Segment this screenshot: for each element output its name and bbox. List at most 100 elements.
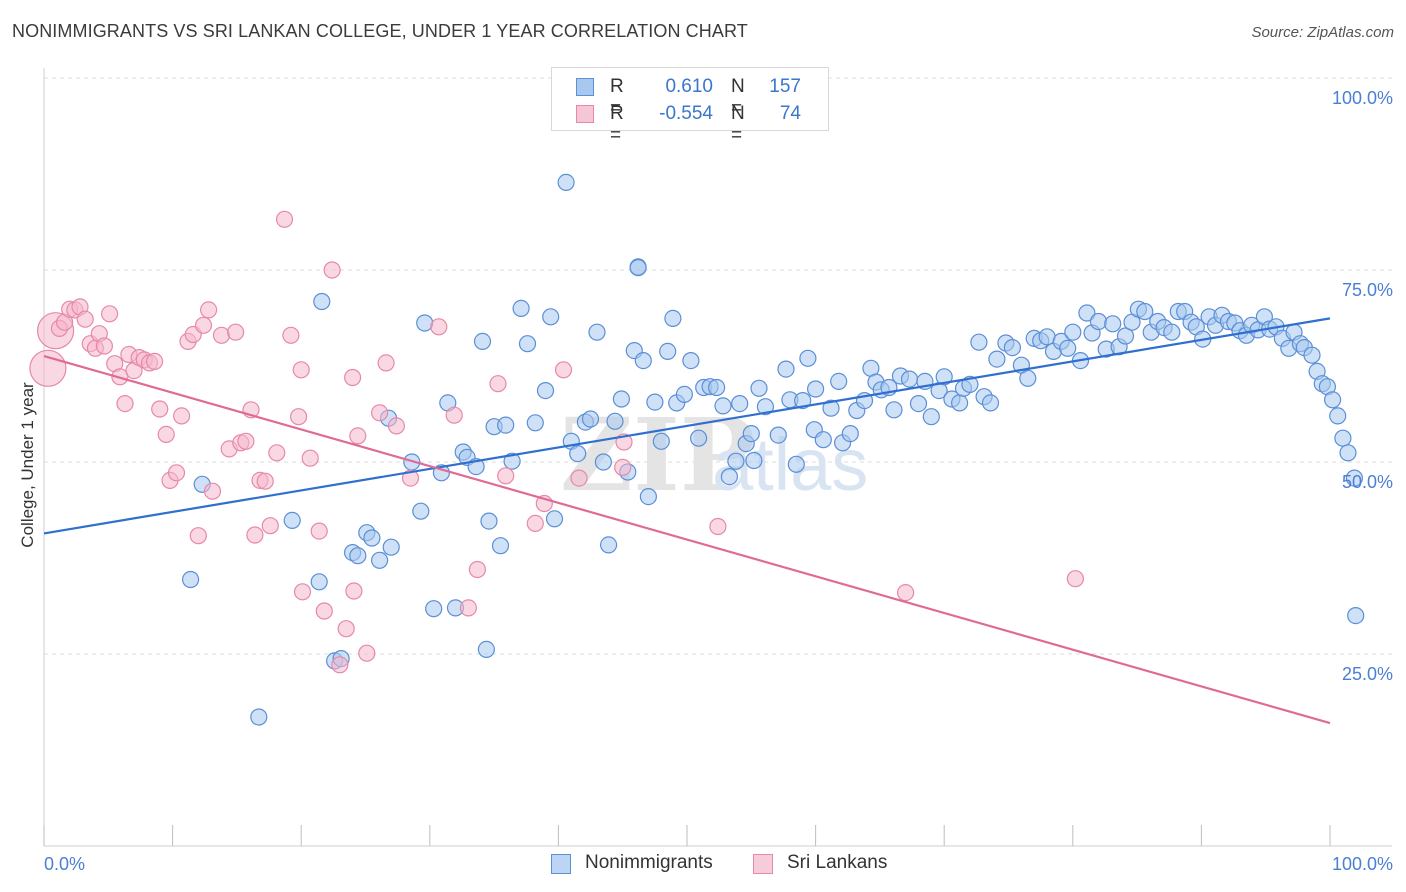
nonimmigrants-point <box>512 299 530 317</box>
sri-lankans-point <box>570 469 588 487</box>
sri-lankans-point <box>709 517 727 536</box>
sri-lankans-point <box>116 395 134 413</box>
nonimmigrants-point <box>480 512 498 530</box>
sri-lankans-point <box>614 458 632 476</box>
legend-r-value: -0.554 <box>659 103 713 124</box>
legend-r-label: R = <box>610 76 624 119</box>
y-tick-label: 25.0% <box>1342 664 1393 684</box>
sri-lankans-point <box>896 583 915 602</box>
nonimmigrants-point <box>742 425 760 443</box>
nonimmigrants-point <box>283 511 301 530</box>
nonimmigrants-point <box>599 536 618 554</box>
sri-lankans-point <box>489 375 507 393</box>
nonimmigrants-point <box>900 370 919 388</box>
nonimmigrants-point <box>497 416 515 434</box>
nonimmigrants-point <box>1089 312 1108 331</box>
axis-layer <box>43 68 1392 847</box>
nonimmigrants-point <box>720 468 739 486</box>
grid-layer <box>44 77 1392 655</box>
x-tick-label: 0.0% <box>44 854 85 874</box>
sri-lankans-point <box>1066 570 1085 588</box>
sri-lankans-point <box>358 644 376 662</box>
legend-label: Nonimmigrants <box>585 852 713 873</box>
sri-lankans-point <box>151 400 169 418</box>
nonimmigrants-point <box>1303 346 1321 364</box>
sri-lankans-trendline <box>43 354 1331 725</box>
sri-lankans-point <box>290 408 308 426</box>
sri-lankans-point <box>337 620 355 638</box>
legend-swatch-blue <box>551 854 571 874</box>
nonimmigrants-point <box>569 445 587 463</box>
sri-lankans-point <box>344 368 362 387</box>
nonimmigrants-point <box>518 335 537 353</box>
legend-swatch-pink <box>753 854 773 874</box>
nonimmigrants-point <box>714 397 732 415</box>
nonimmigrants-point <box>1347 606 1365 625</box>
nonimmigrants-point <box>491 537 510 555</box>
nonimmigrants-point <box>707 378 726 397</box>
nonimmigrants-point <box>477 640 495 659</box>
nonimmigrants-point <box>382 538 400 556</box>
nonimmigrants-point <box>799 349 817 367</box>
nonimmigrants-point <box>1136 302 1154 321</box>
y-tick-label: 50.0% <box>1342 472 1393 492</box>
nonimmigrants-point <box>594 453 613 471</box>
nonimmigrants-point <box>349 547 367 565</box>
sri-lankans-point <box>200 301 218 319</box>
nonimmigrants-point <box>659 342 677 360</box>
nonimmigrants-point <box>988 350 1006 368</box>
nonimmigrants-point <box>822 399 840 417</box>
nonimmigrants-point <box>182 570 200 589</box>
nonimmigrants-point <box>646 393 664 411</box>
nonimmigrants-point <box>675 385 694 403</box>
nonimmigrants-point <box>664 309 682 327</box>
sri-lankans-point <box>293 583 312 601</box>
sri-lankans-point <box>29 349 67 387</box>
x-tick-label: 100.0% <box>1332 854 1393 874</box>
nonimmigrants-point <box>1323 391 1342 409</box>
nonimmigrants-point <box>756 398 775 416</box>
nonimmigrants-point <box>727 452 745 470</box>
nonimmigrants-point <box>750 379 768 397</box>
nonimmigrants-point <box>652 432 670 450</box>
nonimmigrants-point <box>830 372 848 390</box>
nonimmigrants-point <box>416 314 434 332</box>
nonimmigrants-point <box>310 573 328 591</box>
y-axis-label: College, Under 1 year <box>18 382 37 548</box>
nonimmigrants-point <box>526 414 544 432</box>
nonimmigrants-point <box>935 368 953 386</box>
nonimmigrants-point <box>1019 369 1037 387</box>
nonimmigrants-point <box>363 529 381 547</box>
sri-lankans-point <box>212 326 231 344</box>
sri-lankans-point <box>377 354 395 372</box>
nonimmigrants-point <box>731 395 749 413</box>
sri-lankans-point <box>237 432 255 450</box>
sri-lankans-point <box>203 482 222 500</box>
nonimmigrants-point <box>1078 304 1096 322</box>
nonimmigrants-point <box>970 333 988 351</box>
nonimmigrants-point <box>1003 339 1022 357</box>
sri-lankans-point <box>189 527 207 545</box>
nonimmigrants-point <box>769 426 787 444</box>
sri-lankans-point <box>282 326 300 344</box>
sri-lankans-point <box>173 407 191 425</box>
nonimmigrants-point <box>814 431 832 449</box>
nonimmigrants-point <box>689 429 708 447</box>
sri-lankans-point <box>387 417 405 435</box>
nonimmigrants-point <box>1163 323 1181 341</box>
nonimmigrants-point <box>961 375 979 393</box>
legend-n-value: 74 <box>779 103 801 124</box>
nonimmigrants-point <box>1116 327 1135 345</box>
nonimmigrants-point <box>1329 407 1347 425</box>
nonimmigrants-trendline <box>43 317 1331 535</box>
nonimmigrants-point <box>885 401 903 419</box>
sri-lankans-point <box>268 444 286 462</box>
nonimmigrants-point <box>634 352 652 370</box>
sri-lankans-point <box>526 514 544 533</box>
chart-title: NONIMMIGRANTS VS SRI LANKAN COLLEGE, UND… <box>12 21 748 41</box>
nonimmigrants-point <box>606 412 624 430</box>
nonimmigrants-point <box>745 451 763 470</box>
nonimmigrants-point <box>909 395 928 413</box>
nonimmigrants-point <box>503 452 521 470</box>
y-tick-label: 100.0% <box>1332 88 1393 108</box>
